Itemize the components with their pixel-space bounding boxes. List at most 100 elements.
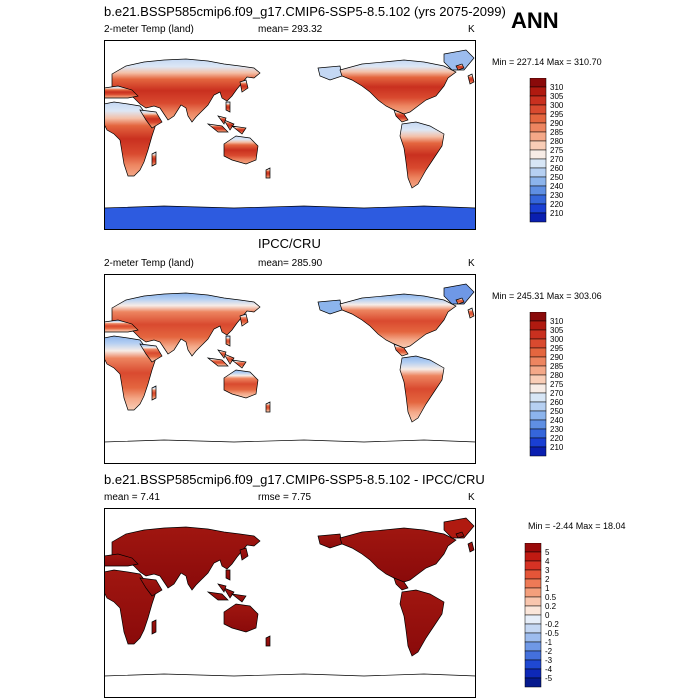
colorbar-box: [529, 203, 547, 214]
colorbar-box: [529, 194, 547, 205]
colorbar-box: [529, 419, 547, 430]
land-arabia: [139, 343, 163, 363]
land-northAmerica: [339, 293, 457, 349]
colorbar-box: [529, 428, 547, 439]
panel1-map: [104, 40, 476, 230]
land-nz: [265, 167, 271, 179]
colorbar-box: [529, 437, 547, 448]
land-greenland: [443, 283, 475, 305]
colorbar-tick-label: -3: [545, 656, 553, 665]
colorbar-tick-label: 270: [550, 389, 564, 398]
colorbar-box: [524, 551, 542, 562]
colorbar-tick-label: 290: [550, 119, 564, 128]
land-japan: [239, 313, 249, 327]
colorbar-tick-label: 280: [550, 371, 564, 380]
panel2-mean-label: mean= 285.90: [258, 258, 323, 269]
colorbar-tick-label: 240: [550, 182, 564, 191]
land-japan: [239, 79, 249, 93]
colorbar-tick-label: 290: [550, 353, 564, 362]
land-eurasia: [111, 292, 261, 357]
land-philippines: [225, 569, 231, 581]
colorbar-tick-label: 285: [550, 362, 564, 371]
colorbar-box: [529, 392, 547, 403]
colorbar-tick-label: -5: [545, 674, 553, 683]
colorbar-tick-label: 250: [550, 407, 564, 416]
colorbar-tick-label: 210: [550, 209, 564, 218]
land-arabia: [139, 577, 163, 597]
colorbar-box: [524, 560, 542, 571]
colorbar-tick-label: 270: [550, 155, 564, 164]
colorbar-box: [529, 122, 547, 133]
land-iceland: [455, 297, 465, 305]
colorbar-tick-label: 295: [550, 344, 564, 353]
colorbar-tick-label: -0.5: [545, 629, 559, 638]
colorbar-box: [529, 140, 547, 151]
land-philippines: [225, 335, 231, 347]
panel1-mean-label: mean= 293.32: [258, 24, 323, 35]
colorbar-box: [529, 374, 547, 385]
colorbar-tick-label: 230: [550, 191, 564, 200]
colorbar-tick-label: 220: [550, 434, 564, 443]
panel3-units-label: K: [468, 492, 475, 503]
colorbar-box: [524, 623, 542, 634]
colorbar-tick-label: 260: [550, 164, 564, 173]
panel2-map: [104, 274, 476, 464]
panel3-mean-label: mean = 7.41: [104, 492, 160, 503]
colorbar-box: [529, 212, 547, 223]
colorbar-tick-label: 305: [550, 92, 564, 101]
land-madagascar: [151, 385, 157, 401]
land-guinea: [230, 359, 247, 369]
land-antarctica: [104, 673, 476, 698]
land-uk: [467, 73, 475, 85]
colorbar-tick-label: 310: [550, 83, 564, 92]
land-alaska: [317, 65, 343, 81]
colorbar-box: [529, 185, 547, 196]
land-indoB: [223, 587, 235, 599]
colorbar-tick-label: 285: [550, 128, 564, 137]
colorbar-box: [524, 650, 542, 661]
colorbar-tick-label: 260: [550, 398, 564, 407]
colorbar-box: [524, 641, 542, 652]
land-nz: [265, 635, 271, 647]
colorbar-tick-label: 4: [545, 557, 550, 566]
colorbar-tick-label: 275: [550, 380, 564, 389]
map-frame: [104, 274, 476, 464]
colorbar-tick-label: 230: [550, 425, 564, 434]
land-guinea: [230, 125, 247, 135]
colorbar-box: [524, 614, 542, 625]
colorbar-box: [529, 131, 547, 142]
colorbar-tick-label: 250: [550, 173, 564, 182]
land-alaska: [317, 299, 343, 315]
land-centralAmerica: [393, 343, 409, 357]
colorbar-box: [529, 410, 547, 421]
land-indoA: [206, 591, 229, 601]
panel1-variable-label: 2-meter Temp (land): [104, 24, 194, 35]
land-eurasia: [111, 526, 261, 591]
land-antarctica: [104, 439, 476, 464]
colorbar-tick-label: 220: [550, 200, 564, 209]
colorbar-box: [529, 338, 547, 349]
colorbar-box: [529, 347, 547, 358]
colorbar-tick-label: 210: [550, 443, 564, 452]
land-australia: [223, 135, 259, 165]
colorbar-box: [529, 167, 547, 178]
panel3-title: b.e21.BSSP585cmip6.f09_g17.CMIP6-SSP5-8.…: [104, 472, 485, 487]
colorbar-box: [529, 95, 547, 106]
land-indoA: [206, 123, 229, 133]
land-centralAmerica: [393, 109, 409, 123]
land-guinea: [230, 593, 247, 603]
colorbar-tick-label: 310: [550, 317, 564, 326]
colorbar-box: [529, 401, 547, 412]
land-borneo: [217, 583, 227, 593]
colorbar-box: [529, 104, 547, 115]
colorbar-tick-label: -0.2: [545, 620, 559, 629]
colorbar-box: [529, 320, 547, 331]
panel3-map: [104, 508, 476, 698]
land-africa: [104, 335, 157, 411]
land-australia: [223, 369, 259, 399]
colorbar-box: [529, 158, 547, 169]
colorbar-tick-label: 300: [550, 101, 564, 110]
land-antarctica: [104, 205, 476, 230]
land-indoA: [206, 357, 229, 367]
panel2-minmax-label: Min = 245.31 Max = 303.06: [492, 291, 602, 301]
